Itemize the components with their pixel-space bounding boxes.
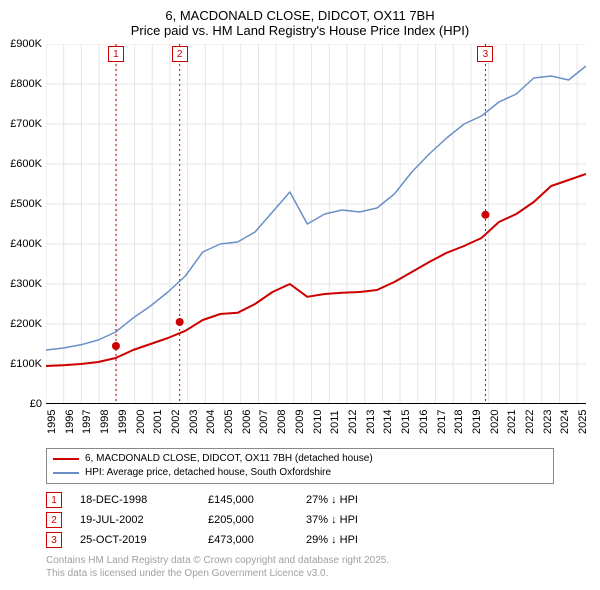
sale-marker-badge: 1: [108, 46, 124, 62]
legend: 6, MACDONALD CLOSE, DIDCOT, OX11 7BH (de…: [46, 448, 554, 484]
sale-date: 19-JUL-2002: [80, 514, 190, 526]
y-tick-label: £100K: [10, 358, 42, 370]
sale-date: 18-DEC-1998: [80, 494, 190, 506]
sale-badge: 2: [46, 512, 62, 528]
y-tick-label: £0: [30, 398, 42, 410]
legend-label: HPI: Average price, detached house, Sout…: [85, 466, 331, 480]
legend-label: 6, MACDONALD CLOSE, DIDCOT, OX11 7BH (de…: [85, 452, 373, 466]
x-tick-label: 2023: [542, 410, 554, 434]
x-tick-label: 2014: [382, 410, 394, 434]
legend-swatch: [53, 472, 79, 474]
chart-area: £0£100K£200K£300K£400K£500K£600K£700K£80…: [46, 44, 586, 404]
sale-marker-badge: 3: [477, 46, 493, 62]
sale-marker-badge: 2: [172, 46, 188, 62]
sale-hpi-diff: 37% ↓ HPI: [306, 514, 358, 526]
y-tick-label: £400K: [10, 238, 42, 250]
x-tick-label: 2018: [453, 410, 465, 434]
chart-title: 6, MACDONALD CLOSE, DIDCOT, OX11 7BH: [6, 8, 594, 23]
y-tick-label: £200K: [10, 318, 42, 330]
x-tick-label: 1995: [46, 410, 58, 434]
sale-badge: 3: [46, 532, 62, 548]
footer-line: Contains HM Land Registry data © Crown c…: [46, 554, 554, 567]
x-tick-label: 2024: [559, 410, 571, 434]
footer-attribution: Contains HM Land Registry data © Crown c…: [46, 554, 554, 580]
x-tick-label: 2002: [170, 410, 182, 434]
y-tick-label: £800K: [10, 78, 42, 90]
x-tick-label: 2005: [223, 410, 235, 434]
x-tick-label: 2011: [329, 410, 341, 434]
x-tick-label: 2013: [365, 410, 377, 434]
x-tick-label: 2009: [294, 410, 306, 434]
y-tick-label: £300K: [10, 278, 42, 290]
x-tick-label: 1998: [99, 410, 111, 434]
x-tick-label: 2001: [152, 410, 164, 434]
sale-row: 3 25-OCT-2019 £473,000 29% ↓ HPI: [46, 530, 554, 550]
sale-price: £473,000: [208, 534, 288, 546]
legend-swatch: [53, 458, 79, 460]
x-tick-label: 2025: [577, 410, 589, 434]
x-tick-label: 2003: [188, 410, 200, 434]
y-tick-label: £900K: [10, 38, 42, 50]
x-tick-label: 2021: [506, 410, 518, 434]
x-tick-label: 2012: [347, 410, 359, 434]
x-tick-label: 1996: [64, 410, 76, 434]
sales-table: 1 18-DEC-1998 £145,000 27% ↓ HPI 2 19-JUL-200…: [46, 490, 554, 550]
x-tick-label: 2017: [436, 410, 448, 434]
x-tick-label: 2010: [312, 410, 324, 434]
x-tick-label: 2016: [418, 410, 430, 434]
sale-price: £205,000: [208, 514, 288, 526]
x-tick-label: 1997: [81, 410, 93, 434]
x-tick-label: 2020: [489, 410, 501, 434]
x-tick-label: 2019: [471, 410, 483, 434]
x-tick-label: 2006: [241, 410, 253, 434]
sale-date: 25-OCT-2019: [80, 534, 190, 546]
x-tick-label: 2004: [205, 410, 217, 434]
legend-row: 6, MACDONALD CLOSE, DIDCOT, OX11 7BH (de…: [53, 452, 547, 466]
x-tick-label: 2000: [135, 410, 147, 434]
sale-hpi-diff: 29% ↓ HPI: [306, 534, 358, 546]
sale-row: 1 18-DEC-1998 £145,000 27% ↓ HPI: [46, 490, 554, 510]
x-tick-label: 2015: [400, 410, 412, 434]
x-tick-label: 2007: [258, 410, 270, 434]
legend-row: HPI: Average price, detached house, Sout…: [53, 466, 547, 480]
y-tick-label: £500K: [10, 198, 42, 210]
x-tick-label: 2022: [524, 410, 536, 434]
x-tick-label: 1999: [117, 410, 129, 434]
sale-row: 2 19-JUL-2002 £205,000 37% ↓ HPI: [46, 510, 554, 530]
sale-price: £145,000: [208, 494, 288, 506]
footer-line: This data is licensed under the Open Gov…: [46, 567, 554, 580]
chart-subtitle: Price paid vs. HM Land Registry's House …: [6, 23, 594, 38]
x-tick-label: 2008: [276, 410, 288, 434]
sale-hpi-diff: 27% ↓ HPI: [306, 494, 358, 506]
y-tick-label: £600K: [10, 158, 42, 170]
y-tick-label: £700K: [10, 118, 42, 130]
sale-badge: 1: [46, 492, 62, 508]
